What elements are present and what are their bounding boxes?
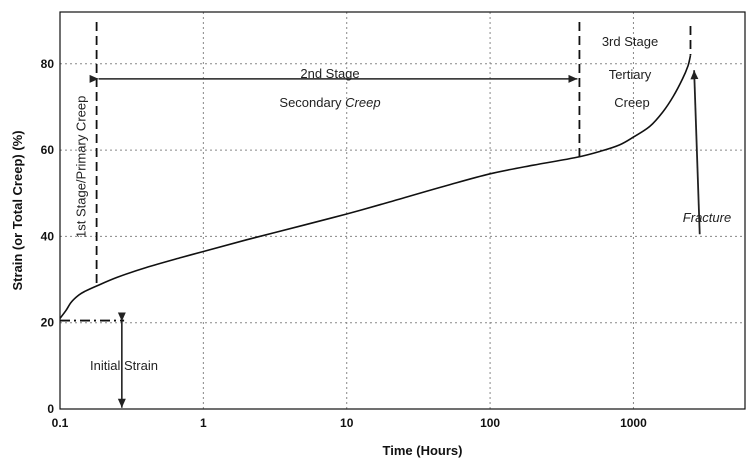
secondary-stage-title: 2nd Stage: [300, 66, 359, 81]
initial-strain-label: Initial Strain: [90, 358, 158, 373]
secondary-word: Secondary: [279, 95, 345, 110]
fracture-label: Fracture: [683, 210, 731, 225]
secondary-creep-label: Secondary Creep: [279, 95, 380, 110]
y-tick-label: 20: [41, 316, 55, 330]
creep-curve-line: [59, 55, 692, 319]
y-tick-label: 60: [41, 143, 55, 157]
tick-labels: 0.1 1 10 100 1000 0 20 40 60 80: [41, 57, 647, 430]
annotations: 1st Stage/Primary Creep 2nd Stage Secondar…: [73, 34, 731, 373]
y-tick-label: 40: [41, 229, 55, 243]
x-tick-label: 0.1: [52, 416, 69, 430]
fracture-arrow: [690, 70, 701, 235]
x-tick-label: 100: [480, 416, 500, 430]
creep-word: Creep: [345, 95, 380, 110]
y-tick-label: 80: [41, 57, 55, 71]
plot-frame: [59, 11, 746, 410]
x-tick-label: 10: [340, 416, 354, 430]
marks-layer: [59, 22, 701, 408]
x-axis-label: Time (Hours): [383, 443, 463, 458]
x-tick-label: 1000: [620, 416, 647, 430]
primary-creep-label: 1st Stage/Primary Creep: [73, 96, 88, 238]
y-tick-label: 0: [47, 402, 54, 416]
x-tick-label: 1: [200, 416, 207, 430]
y-axis-label: Strain (or Total Creep) (%): [10, 130, 25, 290]
tertiary-label: Tertiary: [609, 67, 652, 82]
tertiary-creep-label: Creep: [614, 95, 649, 110]
tertiary-stage-title: 3rd Stage: [602, 34, 658, 49]
